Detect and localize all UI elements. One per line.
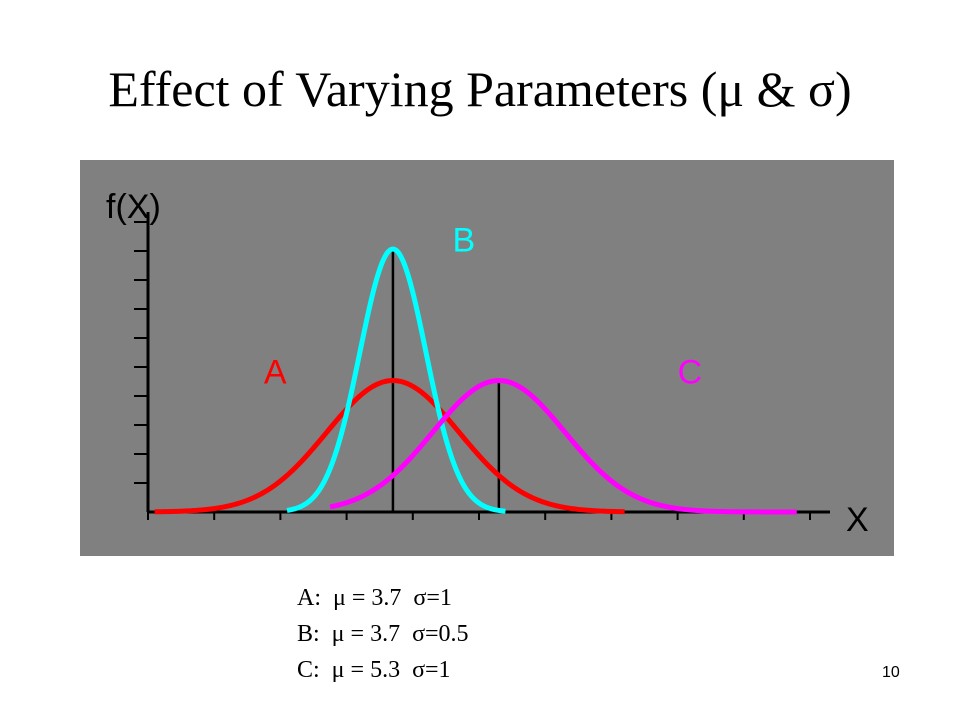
parameter-legend: A: μ = 3.7 σ=1 B: μ = 3.7 σ=0.5 C: μ = 5… (297, 580, 469, 688)
y-axis-label: f(X) (106, 188, 161, 226)
curve-a (154, 378, 625, 515)
page-number: 10 (882, 664, 900, 681)
legend-line-a: A: μ = 3.7 σ=1 (297, 585, 452, 611)
curve-c (329, 378, 797, 515)
legend-line-b: B: μ = 3.7 σ=0.5 (297, 621, 469, 647)
series-label-b: B (453, 222, 476, 260)
slide-title: Effect of Varying Parameters (μ & σ) (108, 61, 852, 117)
series-label-a: A (264, 353, 287, 391)
legend-line-c: C: μ = 5.3 σ=1 (297, 657, 451, 683)
x-axis-label: X (846, 501, 869, 539)
curve-b (285, 246, 507, 514)
series-label-c: C (678, 353, 703, 391)
normal-distribution-chart: A B Cf(X) X (106, 188, 869, 539)
